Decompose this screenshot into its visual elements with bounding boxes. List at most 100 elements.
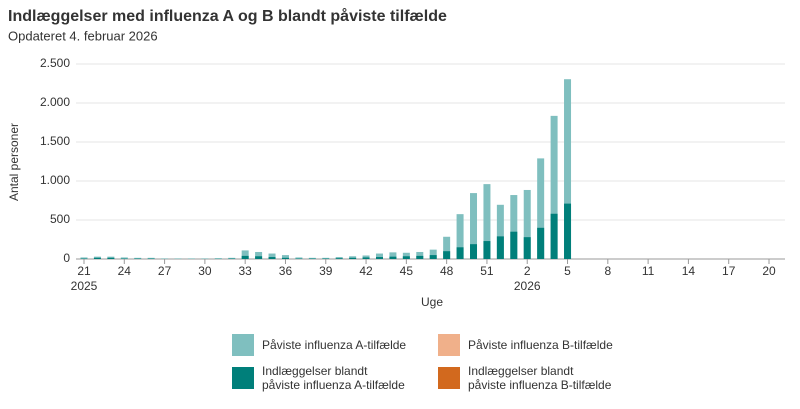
- bar: [510, 195, 518, 259]
- x-tick-label: 48: [440, 264, 454, 278]
- legend-label: Indlæggelser blandt påviste influenza B-…: [468, 364, 612, 392]
- bar: [416, 251, 424, 259]
- bar: [389, 252, 397, 259]
- bar: [268, 257, 276, 259]
- bar: [335, 257, 343, 259]
- x-tick-label: 36: [279, 264, 293, 278]
- legend-item[interactable]: Påviste influenza A-tilfælde: [232, 334, 438, 356]
- legend-swatch: [438, 367, 460, 389]
- bar: [134, 257, 142, 259]
- bar: [483, 241, 491, 259]
- bar: [496, 204, 504, 259]
- bar: [375, 253, 383, 259]
- y-tick-label: 1.500: [40, 134, 70, 148]
- legend-swatch: [438, 334, 460, 356]
- x-tick-label: 20: [762, 264, 776, 278]
- x-year-label: 2025: [71, 279, 98, 293]
- bar: [295, 257, 303, 259]
- bar: [255, 256, 263, 259]
- bar: [523, 189, 531, 259]
- x-tick-label: 45: [400, 264, 414, 278]
- bar: [443, 251, 451, 259]
- bar: [80, 257, 88, 259]
- y-tick-label: 0: [63, 251, 70, 265]
- x-tick-label: 39: [319, 264, 333, 278]
- y-tick-label: 2.000: [40, 95, 70, 109]
- x-tick-label: 33: [238, 264, 252, 278]
- bar: [483, 184, 491, 259]
- chart-subtitle: Opdateret 4. februar 2026: [8, 28, 158, 43]
- bar: [362, 257, 370, 259]
- y-axis-title: Antal personer: [7, 123, 21, 201]
- bar: [349, 257, 357, 259]
- bar: [241, 255, 249, 259]
- bar: [93, 257, 101, 259]
- bar: [537, 158, 545, 259]
- x-year-label: 2026: [514, 279, 541, 293]
- x-tick-label: 21: [77, 264, 91, 278]
- x-tick-label: 5: [564, 264, 571, 278]
- bar: [255, 251, 263, 259]
- legend-label: Indlæggelser blandt påviste influenza A-…: [262, 364, 405, 392]
- bar: [550, 115, 558, 260]
- x-tick-label: 11: [642, 264, 655, 278]
- bar: [456, 247, 464, 259]
- x-tick-label: 42: [359, 264, 373, 278]
- bar: [456, 214, 464, 259]
- x-tick-label: 14: [682, 264, 696, 278]
- bar: [147, 257, 155, 259]
- legend-item[interactable]: Indlæggelser blandt påviste influenza A-…: [232, 364, 438, 392]
- y-tick-label: 2.500: [40, 56, 70, 70]
- bar: [281, 257, 289, 259]
- bar: [429, 249, 437, 259]
- legend-item[interactable]: Påviste influenza B-tilfælde: [438, 334, 644, 356]
- bar: [362, 255, 370, 259]
- bar: [523, 237, 531, 259]
- y-tick-label: 1.000: [40, 173, 70, 187]
- legend-swatch: [232, 334, 254, 356]
- bar: [550, 213, 558, 259]
- legend: Påviste influenza A-tilfælde Påviste infl…: [232, 334, 644, 392]
- bar: [402, 252, 410, 259]
- bar: [322, 257, 330, 259]
- bar: [120, 257, 128, 259]
- bar: [470, 244, 478, 259]
- x-tick-label: 51: [480, 264, 494, 278]
- bar: [308, 257, 316, 259]
- bar: [496, 236, 504, 259]
- bar: [564, 79, 572, 260]
- legend-label: Påviste influenza A-tilfælde: [262, 338, 407, 352]
- bar: [214, 258, 222, 259]
- bar: [241, 250, 249, 259]
- legend-swatch: [232, 367, 254, 389]
- x-tick-label: 24: [118, 264, 132, 278]
- x-tick-label: 30: [198, 264, 212, 278]
- x-tick-label: 27: [158, 264, 172, 278]
- x-tick-label: 2: [524, 264, 531, 278]
- bar: [510, 231, 518, 259]
- x-axis-title: Uge: [421, 295, 443, 309]
- legend-label: Påviste influenza B-tilfælde: [468, 338, 613, 352]
- bar: [443, 236, 451, 259]
- bar: [375, 257, 383, 259]
- bar: [429, 255, 437, 259]
- bar: [228, 257, 236, 259]
- bar: [389, 256, 397, 259]
- bar: [416, 255, 424, 259]
- bar: [564, 203, 572, 259]
- y-tick-label: 500: [50, 212, 70, 226]
- bar: [281, 255, 289, 259]
- chart-title: Indlæggelser med influenza A og B blandt…: [8, 7, 447, 25]
- legend-item[interactable]: Indlæggelser blandt påviste influenza B-…: [438, 364, 644, 392]
- bar: [537, 227, 545, 259]
- bar: [268, 253, 276, 259]
- bar: [349, 256, 357, 259]
- bar: [107, 257, 115, 259]
- bar: [335, 258, 343, 259]
- chart: Indlæggelser med influenza A og B blandt…: [7, 7, 785, 309]
- bar: [402, 256, 410, 259]
- bar: [470, 193, 478, 259]
- x-tick-label: 8: [604, 264, 611, 278]
- x-tick-label: 17: [722, 264, 736, 278]
